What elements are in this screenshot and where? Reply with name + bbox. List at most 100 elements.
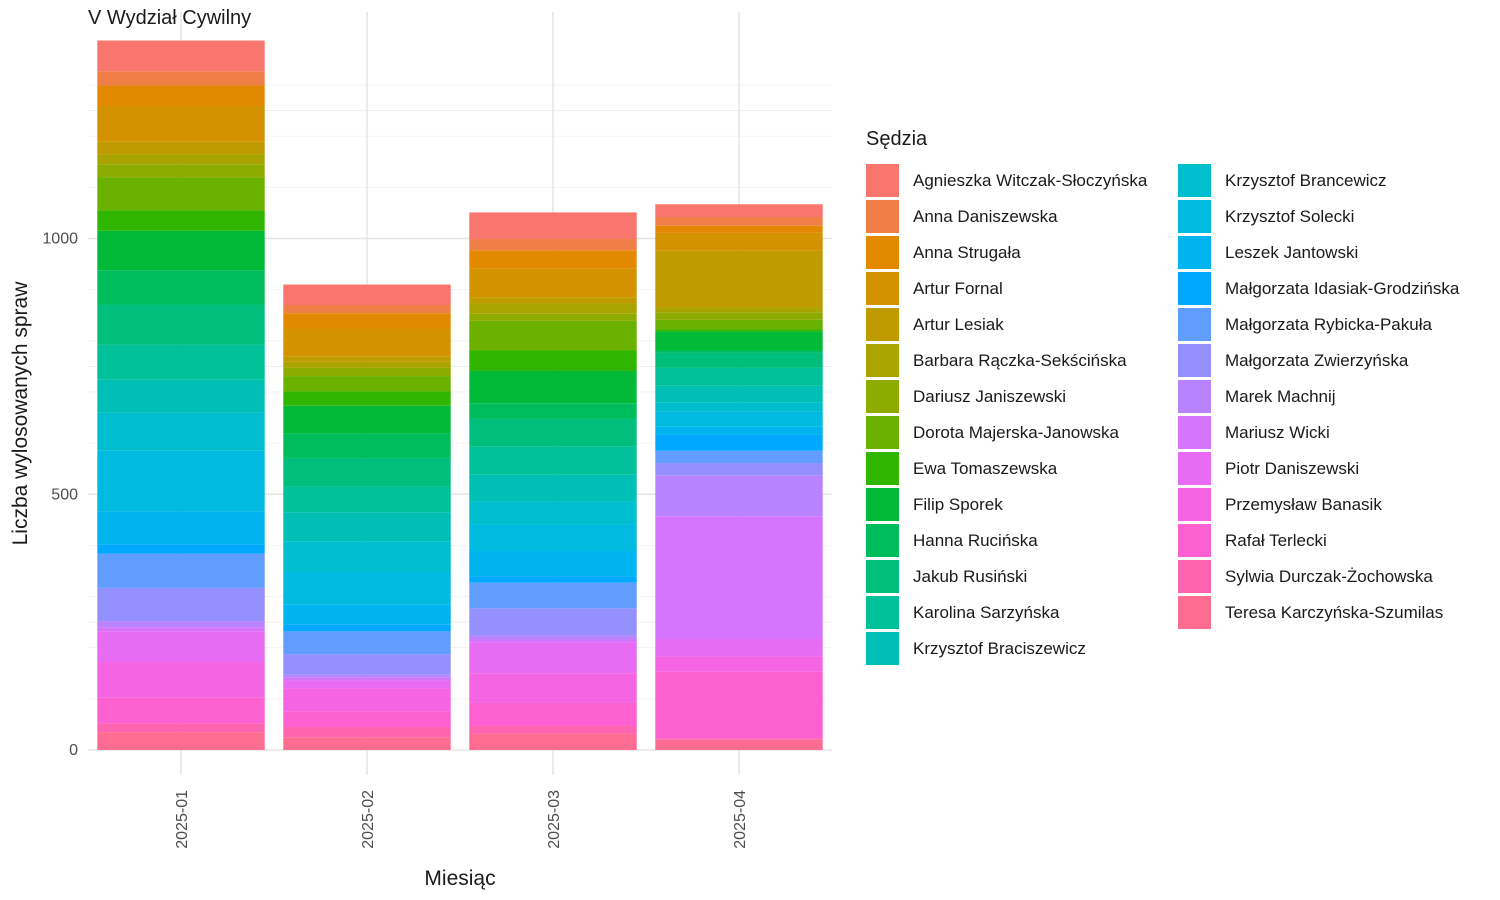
legend-label: Karolina Sarzyńska xyxy=(913,603,1060,622)
bar-segment xyxy=(97,544,265,554)
legend-label: Anna Strugała xyxy=(913,243,1021,262)
bar-segment xyxy=(283,680,451,689)
bar-segment xyxy=(283,631,451,655)
bar-segment xyxy=(97,732,265,750)
bar-segment xyxy=(283,674,451,678)
bar-segment xyxy=(469,639,637,643)
bar-segment xyxy=(283,313,451,329)
bar-segment xyxy=(469,733,637,750)
bar-segment xyxy=(655,402,823,412)
bar-segment xyxy=(97,177,265,211)
bar-segment xyxy=(97,511,265,545)
legend-color-swatch xyxy=(866,524,899,557)
legend-color-swatch xyxy=(866,452,899,485)
legend-label: Leszek Jantowski xyxy=(1225,243,1359,262)
bar-segment xyxy=(469,297,637,304)
legend-label: Sylwia Durczak-Żochowska xyxy=(1225,567,1433,586)
legend-color-swatch xyxy=(866,200,899,233)
bar-segment xyxy=(469,551,637,577)
chart-title: V Wydział Cywilny xyxy=(88,7,252,29)
bar-segment xyxy=(97,587,265,622)
legend-color-swatch xyxy=(1178,272,1211,305)
bar-segment xyxy=(97,662,265,698)
legend-color-swatch xyxy=(1178,560,1211,593)
bar-segment xyxy=(469,250,637,269)
bar-segment xyxy=(97,85,265,107)
legend-label: Dorota Majerska-Janowska xyxy=(913,423,1119,442)
bar-segment xyxy=(283,376,451,392)
bar-segment xyxy=(655,475,823,517)
legend-color-swatch xyxy=(1178,524,1211,557)
bar-segment xyxy=(97,379,265,413)
legend-color-swatch xyxy=(1178,308,1211,341)
legend-color-swatch xyxy=(866,560,899,593)
bar-segment xyxy=(283,726,451,738)
bar-segment xyxy=(283,433,451,458)
bar-segment xyxy=(655,516,823,640)
bar-segment xyxy=(655,225,823,233)
bar-segment xyxy=(655,329,823,332)
bar-segment xyxy=(655,385,823,403)
bar-segment xyxy=(469,702,637,726)
bar-segment xyxy=(469,268,637,298)
legend-color-swatch xyxy=(1178,452,1211,485)
bar-segment xyxy=(655,319,823,330)
bar-segment xyxy=(469,418,637,447)
bar-segment xyxy=(283,328,451,357)
bar-stacks xyxy=(97,40,823,750)
legend-label: Krzysztof Brancewicz xyxy=(1225,171,1387,190)
bar-segment xyxy=(469,370,637,404)
bar-segment xyxy=(283,688,451,712)
legend-color-swatch xyxy=(1178,596,1211,629)
legend-color-swatch xyxy=(866,236,899,269)
y-tick-label: 1000 xyxy=(42,231,78,248)
legend-label: Małgorzata Rybicka-Pakuła xyxy=(1225,315,1432,334)
legend-color-swatch xyxy=(866,632,899,665)
bar-segment xyxy=(655,250,823,308)
bar-segment xyxy=(97,723,265,733)
legend-color-swatch xyxy=(1178,416,1211,449)
legend-color-swatch xyxy=(866,344,899,377)
bar-segment xyxy=(655,738,823,740)
bar-segment xyxy=(97,230,265,271)
x-tick-label: 2025-04 xyxy=(732,790,749,849)
legend-color-swatch xyxy=(866,416,899,449)
legend-color-swatch xyxy=(866,308,899,341)
legend-label: Agnieszka Witczak-Słoczyńska xyxy=(913,171,1148,190)
bar-segment xyxy=(283,624,451,632)
bar-segment xyxy=(97,627,265,632)
legend-label: Mariusz Wicki xyxy=(1225,423,1330,442)
bar-segment xyxy=(655,671,823,739)
legend-label: Marek Machnij xyxy=(1225,387,1336,406)
bar-segment xyxy=(469,403,637,419)
bar-segment xyxy=(97,412,265,451)
bar-segment xyxy=(97,697,265,724)
legend-color-swatch xyxy=(1178,380,1211,413)
bar-segment xyxy=(469,608,637,636)
bar-segment xyxy=(655,307,823,313)
bar-segment xyxy=(283,284,451,305)
bar-segment xyxy=(469,474,637,502)
bar-segment xyxy=(283,711,451,727)
legend-color-swatch xyxy=(866,488,899,521)
x-tick-label: 2025-02 xyxy=(360,790,377,849)
legend-label: Małgorzata Zwierzyńska xyxy=(1225,351,1409,370)
legend-label: Rafał Terlecki xyxy=(1225,531,1327,550)
bar-segment xyxy=(283,512,451,542)
bar-segment xyxy=(655,232,823,251)
bar-segment xyxy=(469,576,637,583)
bar-segment xyxy=(97,141,265,155)
bar-segment xyxy=(655,426,823,435)
bar-segment xyxy=(655,434,823,451)
bar-segment xyxy=(655,312,823,320)
legend-label: Małgorzata Idasiak-Grodzińska xyxy=(1225,279,1460,298)
legend-color-swatch xyxy=(1178,200,1211,233)
bar-segment xyxy=(469,239,637,251)
bar-segment xyxy=(283,391,451,406)
bar-segment xyxy=(655,331,823,351)
bar-segment xyxy=(655,352,823,368)
x-axis-title: Miesiąc xyxy=(424,867,495,890)
bar-segment xyxy=(469,582,637,609)
bar-segment xyxy=(655,350,823,353)
